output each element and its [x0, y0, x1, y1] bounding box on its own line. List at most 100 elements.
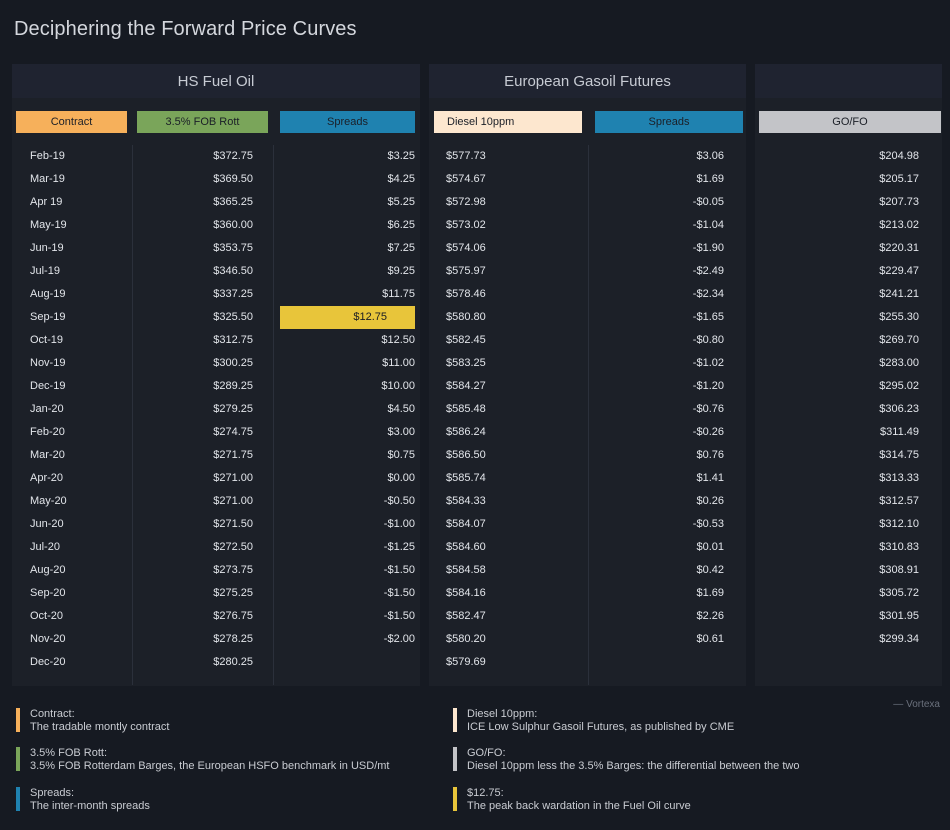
legend-swatch: [16, 747, 20, 771]
contract-cell: Dec-19: [30, 380, 66, 392]
panel-title-hs-fuel-oil: HS Fuel Oil: [12, 64, 420, 98]
spread-cell: -$1.25: [383, 541, 415, 553]
legend-desc: The inter-month spreads: [30, 800, 150, 812]
spread-cell: -$0.50: [383, 495, 415, 507]
spread-cell: $11.00: [382, 357, 415, 369]
spread-cell: $5.25: [387, 196, 415, 208]
fob-rott-cell: $325.50: [213, 311, 253, 323]
fob-rott-cell: $279.25: [213, 403, 253, 415]
fob-rott-cell: $276.75: [213, 610, 253, 622]
panel-hs-fuel-oil: HS Fuel Oil: [12, 64, 420, 686]
gofo-cell: $311.49: [880, 426, 919, 438]
legend-desc: The peak back wardation in the Fuel Oil …: [467, 800, 691, 812]
spread-cell: $2.26: [696, 610, 724, 622]
spreads-fuel-oil-column: $3.25 $4.25 $5.25 $6.25 $7.25 $9.25 $11.75 $12.…: [280, 145, 415, 651]
diesel-cell: $580.20: [446, 633, 486, 645]
diesel-cell: $572.98: [446, 196, 486, 208]
diesel-cell: $582.45: [446, 334, 486, 346]
fob-rott-cell: $337.25: [213, 288, 253, 300]
spread-cell: $3.25: [387, 150, 415, 162]
diesel-column: $577.73 $574.67 $572.98 $573.02 $574.06 $575.…: [446, 145, 566, 674]
diesel-cell: $575.97: [446, 265, 486, 277]
fob-rott-cell: $289.25: [213, 380, 253, 392]
fob-rott-cell: $360.00: [213, 219, 253, 231]
contract-cell: Oct-19: [30, 334, 64, 346]
page-title: Deciphering the Forward Price Curves: [14, 18, 357, 40]
fob-rott-cell: $346.50: [213, 265, 253, 277]
panel-title-european-gasoil: European Gasoil Futures: [429, 64, 746, 98]
legend-swatch: [453, 787, 457, 811]
diesel-cell: $586.24: [446, 426, 486, 438]
spreads-gasoil-column: $3.06 $1.69 -$0.05 -$1.04 -$1.90 -$2.49 -$2.34…: [600, 145, 724, 651]
gofo-cell: $220.31: [879, 242, 919, 254]
spread-cell: -$1.65: [692, 311, 724, 323]
legend-swatch: [16, 787, 20, 811]
spread-cell: $12.50: [381, 334, 415, 346]
header-contract: Contract: [16, 111, 127, 133]
legend-desc: The tradable montly contract: [30, 721, 170, 733]
diesel-cell: $586.50: [446, 449, 486, 461]
contract-cell: Feb-19: [30, 150, 65, 162]
diesel-cell: $577.73: [446, 150, 486, 162]
contract-cell: Jan-20: [30, 403, 64, 415]
header-spreads-gasoil: Spreads: [595, 111, 743, 133]
gofo-cell: $312.10: [879, 518, 919, 530]
gofo-cell: $295.02: [879, 380, 919, 392]
spread-cell: $4.25: [387, 173, 415, 185]
fob-rott-cell: $272.50: [213, 541, 253, 553]
spread-cell: -$0.53: [692, 518, 724, 530]
spread-cell: $3.06: [696, 150, 724, 162]
contract-cell: Mar-20: [30, 449, 65, 461]
diesel-cell: $573.02: [446, 219, 486, 231]
diesel-cell: $584.07: [446, 518, 486, 530]
spread-cell: $0.76: [696, 449, 724, 461]
spread-cell: -$0.05: [692, 196, 724, 208]
spread-cell: $4.50: [387, 403, 415, 415]
diesel-cell: $584.58: [446, 564, 486, 576]
fob-rott-cell: $271.00: [213, 472, 253, 484]
legend-title: Spreads:: [30, 787, 75, 799]
diesel-cell: $585.74: [446, 472, 486, 484]
gofo-column: $204.98 $205.17 $207.73 $213.02 $220.31 $229.…: [790, 145, 919, 651]
gofo-cell: $313.33: [879, 472, 919, 484]
gofo-cell: $310.83: [879, 541, 919, 553]
spread-cell: $10.00: [381, 380, 415, 392]
diesel-cell: $584.60: [446, 541, 486, 553]
spread-cell: -$2.34: [692, 288, 724, 300]
highlight-cell: $12.75: [280, 306, 415, 329]
spread-cell: $0.61: [696, 633, 724, 645]
legend-title: GO/FO:: [467, 747, 506, 759]
spread-cell: -$1.00: [383, 518, 415, 530]
legend-title: Diesel 10ppm:: [467, 708, 538, 720]
legend-title: Contract:: [30, 708, 75, 720]
spread-cell: -$1.50: [383, 610, 415, 622]
source-credit: — Vortexa: [893, 699, 940, 710]
contract-cell: Jun-19: [30, 242, 64, 254]
gofo-cell: $205.17: [879, 173, 919, 185]
diesel-cell: $574.67: [446, 173, 486, 185]
contract-cell: Jul-20: [30, 541, 60, 553]
contract-cell: Jul-19: [30, 265, 60, 277]
gofo-cell: $306.23: [879, 403, 919, 415]
spread-cell: $6.25: [387, 219, 415, 231]
contract-cell: May-20: [30, 495, 67, 507]
contract-cell: Apr 19: [30, 196, 63, 208]
contract-cell: Apr-20: [30, 472, 64, 484]
spread-cell: $0.00: [387, 472, 415, 484]
fob-rott-cell: $271.00: [213, 495, 253, 507]
fob-rott-cell: $369.50: [213, 173, 253, 185]
spread-cell: $1.69: [696, 173, 724, 185]
fob-rott-cell: $274.75: [213, 426, 253, 438]
gofo-cell: $283.00: [879, 357, 919, 369]
contract-cell: Aug-20: [30, 564, 66, 576]
column-divider: [588, 145, 589, 685]
gofo-cell: $255.30: [879, 311, 919, 323]
contract-cell: May-19: [30, 219, 67, 231]
contract-cell: Jun-20: [30, 518, 64, 530]
fob-rott-cell: $280.25: [213, 656, 253, 668]
diesel-cell: $574.06: [446, 242, 486, 254]
spread-cell: $0.42: [696, 564, 724, 576]
panel-gofo: [755, 64, 942, 686]
spread-cell: -$0.76: [692, 403, 724, 415]
gofo-cell: $305.72: [879, 587, 919, 599]
